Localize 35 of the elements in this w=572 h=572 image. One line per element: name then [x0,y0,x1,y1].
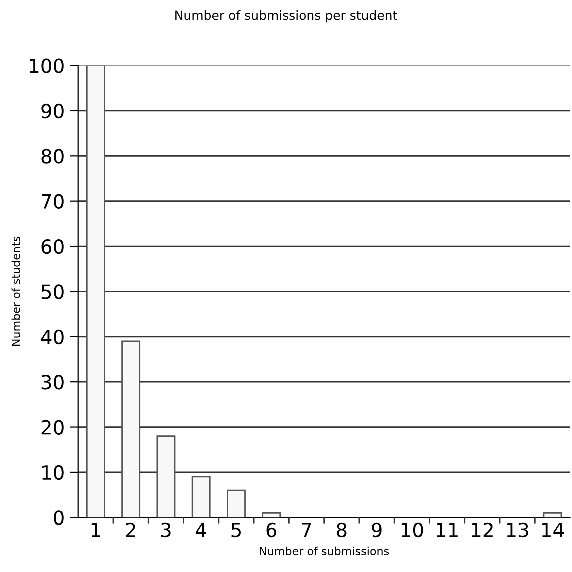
y-tick-label: 60 [42,239,64,254]
x-tick-label: 4 [196,523,206,538]
bar [156,436,176,518]
x-tick-label: 10 [402,522,424,538]
bar [543,512,562,518]
x-axis-title: Number of submissions [260,546,390,556]
y-tick-label: 30 [42,375,64,390]
y-tick-label: 40 [41,330,64,345]
x-tick-label: 11 [437,523,458,538]
x-tick-label: 1 [92,523,100,538]
bar [262,512,282,518]
x-tick-label: 9 [372,522,382,538]
y-tick-label: 70 [42,194,64,210]
x-tick-label: 7 [302,523,312,538]
y-tick-label: 90 [42,104,64,119]
bar [192,476,211,518]
x-tick-label: 5 [232,523,241,538]
bar [227,490,246,518]
x-tick-label: 12 [472,522,493,538]
x-tick-label: 3 [162,522,171,538]
bar [122,340,141,518]
y-tick-label: 10 [42,465,64,480]
x-tick-label: 14 [542,523,564,538]
x-tick-label: 8 [337,522,347,538]
bar [86,66,106,518]
y-tick-label: 50 [42,284,64,300]
x-tick-label: 6 [266,522,277,538]
x-tick-label: 13 [507,522,528,538]
y-axis-title: Number of students [12,236,20,346]
y-tick-label: 20 [42,420,64,435]
x-tick-label: 2 [126,522,136,538]
y-tick-label: 100 [30,58,64,74]
y-tick-label: 0 [54,510,64,526]
y-tick-label: 80 [42,149,64,164]
chart-title: Number of submissions per student [176,10,398,23]
